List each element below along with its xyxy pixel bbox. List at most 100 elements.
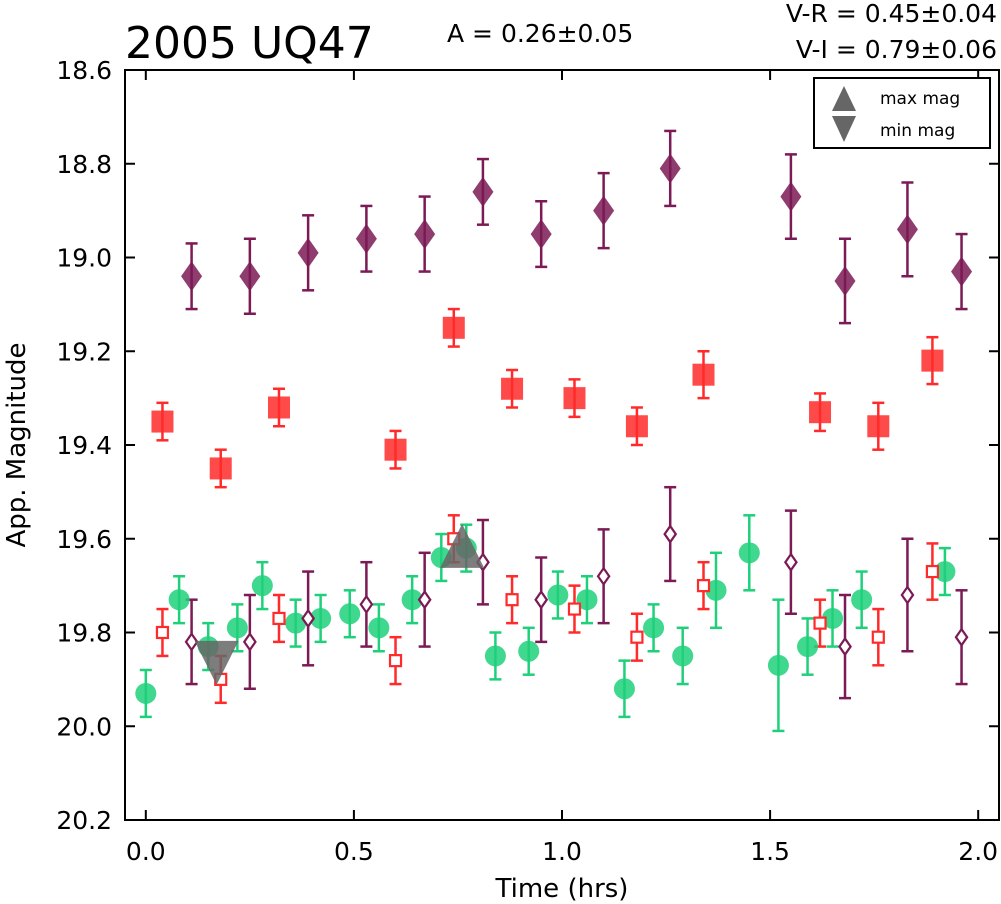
diamond-point xyxy=(896,214,918,245)
diamond-point xyxy=(414,219,436,250)
square-point xyxy=(925,564,940,579)
circle-point xyxy=(738,542,760,564)
data-points xyxy=(135,153,973,704)
diamond-point xyxy=(534,589,549,610)
axis-ticks: 0.0 0.5 1.0 1.5 2.0 18.6 18.8 19.0 19.2 19.4 19.6 1… xyxy=(56,56,999,866)
legend-max-mag-icon xyxy=(832,86,856,111)
circle-point xyxy=(368,617,390,639)
circle-point xyxy=(226,617,248,639)
square-point xyxy=(442,316,465,339)
circle-point xyxy=(168,589,190,611)
max-mag-marker xyxy=(440,523,485,568)
square-point xyxy=(867,415,890,438)
square-point xyxy=(630,630,644,644)
diamond-point xyxy=(783,552,798,573)
color-vr-label: V-R = 0.45±0.04 xyxy=(786,0,997,28)
diamond-point xyxy=(530,219,552,250)
circle-point xyxy=(339,603,361,625)
x-tick-label: 1.0 xyxy=(542,837,582,866)
x-tick-label: 1.5 xyxy=(750,837,790,866)
diamond-point xyxy=(838,636,852,657)
square-point xyxy=(151,410,174,433)
square-point xyxy=(696,579,711,593)
y-tick-label: 18.8 xyxy=(56,150,112,179)
amplitude-label: A = 0.26±0.05 xyxy=(447,19,633,48)
diamond-point xyxy=(355,223,377,254)
square-point xyxy=(384,438,407,461)
circle-point xyxy=(705,579,727,601)
diamond-point xyxy=(659,153,681,184)
plot-frame xyxy=(124,69,1000,821)
y-tick-label: 20.2 xyxy=(56,806,112,835)
diamond-point xyxy=(900,585,915,605)
square-point xyxy=(813,616,827,630)
diamond-point xyxy=(184,631,199,652)
circle-point xyxy=(613,678,635,700)
circle-point xyxy=(767,654,789,676)
circle-point xyxy=(672,645,694,667)
circle-point xyxy=(310,607,332,629)
legend-max-label: max mag xyxy=(880,89,960,109)
y-tick-label: 19.4 xyxy=(56,431,112,460)
diamond-point xyxy=(780,181,802,212)
y-tick-label: 20.0 xyxy=(56,712,112,741)
x-tick-label: 0.0 xyxy=(126,837,166,866)
square-point xyxy=(272,611,286,626)
diamond-point xyxy=(951,256,973,287)
diamond-point xyxy=(593,195,615,226)
circle-point xyxy=(285,612,307,634)
x-tick-label: 2.0 xyxy=(958,837,998,866)
diamond-point xyxy=(242,631,257,652)
circle-point xyxy=(251,575,273,597)
legend-min-mag-icon xyxy=(832,116,856,142)
object-title: 2005 UQ47 xyxy=(125,18,374,69)
square-point xyxy=(505,593,519,607)
color-vi-label: V-I = 0.79±0.06 xyxy=(796,35,997,64)
y-tick-label: 19.2 xyxy=(56,337,112,366)
square-point xyxy=(501,377,524,400)
x-tick-label: 0.5 xyxy=(334,837,374,866)
square-point xyxy=(388,654,403,668)
y-tick-label: 19.8 xyxy=(56,619,112,648)
square-point xyxy=(921,349,944,372)
diamond-point xyxy=(359,594,374,615)
extremum-markers xyxy=(194,523,485,685)
square-point xyxy=(625,415,648,438)
circle-point xyxy=(484,645,506,667)
circle-point xyxy=(797,636,819,658)
diamond-point xyxy=(663,524,678,544)
diamond-point xyxy=(297,237,319,268)
diamond-point xyxy=(301,608,316,629)
legend-min-label: min mag xyxy=(880,121,955,141)
y-tick-label: 19.0 xyxy=(56,244,112,273)
diamond-point xyxy=(417,589,432,610)
y-axis-label: App. Magnitude xyxy=(2,342,32,547)
min-mag-marker xyxy=(194,640,239,685)
square-point xyxy=(267,396,290,419)
circle-point xyxy=(643,617,665,639)
square-point xyxy=(692,363,715,386)
circle-point xyxy=(576,589,598,611)
x-axis-label: Time (hrs) xyxy=(495,874,629,904)
diamond-point xyxy=(596,566,611,587)
y-tick-label: 19.6 xyxy=(56,525,112,554)
square-point xyxy=(155,625,170,640)
circle-point xyxy=(518,640,540,662)
diamond-point xyxy=(181,261,203,292)
y-tick-label: 18.6 xyxy=(56,56,112,85)
circle-point xyxy=(135,682,157,704)
square-point xyxy=(567,602,582,616)
square-point xyxy=(809,401,832,424)
diamond-point xyxy=(954,627,969,648)
circle-point xyxy=(822,607,844,629)
diamond-point xyxy=(239,261,261,292)
diamond-point xyxy=(834,265,856,296)
circle-point xyxy=(851,589,873,611)
circle-point xyxy=(401,589,423,611)
square-point xyxy=(563,387,586,410)
circle-point xyxy=(934,561,956,583)
legend: max mag min mag xyxy=(813,77,991,149)
square-point xyxy=(871,630,885,644)
circle-point xyxy=(547,584,569,606)
